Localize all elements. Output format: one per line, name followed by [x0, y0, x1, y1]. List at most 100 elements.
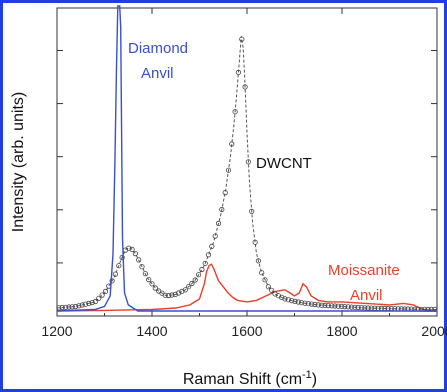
point-dwcnt	[119, 254, 125, 261]
y-axis-title: Intensity (arb. units)	[10, 92, 27, 233]
series-diamond	[56, 5, 437, 312]
series-line-moissanite	[56, 263, 438, 312]
series-moissanite	[56, 263, 438, 312]
point-dwcnt	[116, 263, 122, 269]
point-dwcnt	[269, 287, 275, 293]
point-dwcnt	[205, 252, 212, 258]
point-dwcnt	[92, 298, 99, 305]
x-ticks: 1200 1400 1600 1800 2000	[41, 8, 447, 339]
point-dwcnt	[112, 271, 119, 277]
x-tick-label-1800: 1800	[326, 323, 357, 339]
point-dwcnt	[142, 271, 148, 277]
point-dwcnt	[209, 243, 215, 249]
point-dwcnt	[149, 281, 155, 287]
point-dwcnt	[82, 301, 89, 307]
point-dwcnt	[345, 304, 351, 310]
point-dwcnt	[182, 287, 188, 293]
point-dwcnt	[166, 292, 172, 299]
point-dwcnt	[355, 304, 361, 311]
point-dwcnt	[259, 270, 265, 276]
point-dwcnt	[56, 305, 62, 311]
point-dwcnt	[172, 291, 178, 297]
point-dwcnt	[89, 299, 95, 306]
series-dwcnt	[56, 36, 438, 312]
point-dwcnt	[139, 264, 145, 270]
annotation-dwcnt: DWCNT	[256, 155, 312, 172]
point-dwcnt	[295, 299, 301, 305]
point-dwcnt	[102, 288, 109, 294]
point-dwcnt	[262, 277, 268, 283]
point-dwcnt	[348, 304, 355, 310]
point-dwcnt	[362, 305, 368, 311]
point-dwcnt	[235, 69, 241, 76]
point-dwcnt	[199, 266, 205, 273]
point-dwcnt	[232, 109, 238, 115]
point-dwcnt	[298, 300, 305, 306]
point-dwcnt	[215, 220, 222, 226]
point-dwcnt	[136, 257, 142, 263]
point-dwcnt	[285, 297, 291, 303]
point-dwcnt	[186, 284, 192, 290]
point-dwcnt	[352, 304, 358, 310]
x-tick-label-1200: 1200	[41, 323, 72, 339]
point-dwcnt	[72, 303, 79, 310]
point-dwcnt	[62, 304, 69, 310]
point-dwcnt	[305, 301, 311, 307]
point-dwcnt	[335, 303, 341, 309]
y-ticks	[57, 49, 437, 264]
point-dwcnt	[328, 303, 335, 309]
point-dwcnt	[239, 36, 245, 42]
point-dwcnt	[59, 304, 65, 311]
point-dwcnt	[342, 303, 348, 310]
x-tick-label-1400: 1400	[136, 323, 167, 339]
x-axis-title: Raman Shift (cm-1)	[183, 369, 317, 388]
point-dwcnt	[132, 251, 138, 257]
point-dwcnt	[302, 300, 308, 306]
point-dwcnt	[152, 285, 158, 291]
point-dwcnt	[109, 278, 115, 284]
point-dwcnt	[265, 284, 271, 290]
point-dwcnt	[282, 296, 288, 302]
x-tick-label-2000: 2000	[421, 323, 447, 339]
x-axis-title-main: Raman Shift (cm	[183, 371, 302, 388]
point-dwcnt	[86, 300, 92, 306]
point-dwcnt	[245, 159, 251, 165]
point-dwcnt	[229, 141, 235, 147]
point-dwcnt	[76, 303, 82, 309]
point-dwcnt	[222, 190, 228, 196]
annotation-diamond-line2: Anvil	[141, 65, 174, 82]
point-dwcnt	[96, 295, 102, 301]
point-dwcnt	[252, 239, 258, 245]
point-dwcnt	[288, 297, 295, 304]
point-dwcnt	[325, 302, 331, 309]
series-line-diamond	[56, 5, 437, 312]
point-dwcnt	[249, 208, 255, 214]
point-dwcnt	[192, 277, 198, 283]
point-dwcnt	[292, 298, 298, 304]
point-dwcnt	[196, 272, 202, 278]
point-dwcnt	[358, 305, 365, 311]
point-dwcnt	[69, 304, 75, 310]
annotation-moissanite-line1: Moissanite	[328, 262, 400, 279]
point-dwcnt	[315, 302, 321, 308]
point-dwcnt	[189, 280, 195, 287]
point-dwcnt	[338, 303, 345, 309]
point-dwcnt	[219, 206, 225, 213]
x-axis-title-sup: -1	[302, 369, 312, 381]
point-dwcnt	[332, 303, 338, 309]
point-dwcnt	[212, 233, 218, 239]
point-dwcnt	[312, 301, 318, 308]
point-dwcnt	[308, 301, 315, 307]
point-dwcnt	[322, 302, 328, 308]
series-layer	[56, 5, 438, 312]
point-dwcnt	[318, 302, 325, 308]
point-dwcnt	[99, 292, 105, 298]
point-dwcnt	[146, 276, 152, 283]
point-dwcnt	[225, 167, 232, 173]
point-dwcnt	[255, 258, 261, 264]
point-dwcnt	[162, 292, 168, 298]
point-dwcnt	[242, 84, 248, 90]
x-tick-label-1600: 1600	[231, 323, 262, 339]
point-dwcnt	[169, 292, 175, 298]
